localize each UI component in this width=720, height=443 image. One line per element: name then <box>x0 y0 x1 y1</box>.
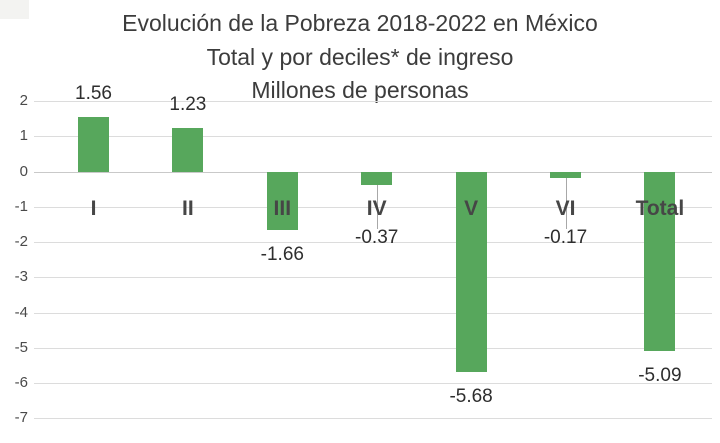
leader-line-VI <box>565 177 567 229</box>
y-tick-label--7: -7 <box>14 409 28 427</box>
chart-subtitle: Total y por deciles* de ingreso <box>206 43 514 70</box>
gridline-y--4 <box>34 312 712 314</box>
value-label-VI: -0.17 <box>543 227 588 248</box>
value-label-Total: -5.09 <box>638 365 682 387</box>
y-tick-label-0: 0 <box>19 162 28 180</box>
value-label-II: 1.23 <box>169 94 207 116</box>
chart-title: Evolución de la Pobreza 2018-2022 en Méx… <box>122 10 598 36</box>
value-label-I: 1.56 <box>75 82 112 104</box>
gridline-y--1 <box>34 206 712 208</box>
y-tick-label--1: -1 <box>14 197 28 215</box>
screenshot-corner-artifact <box>0 0 29 19</box>
y-tick-label--3: -3 <box>14 268 28 286</box>
category-label-I: I <box>90 197 97 220</box>
y-tick-label-1: 1 <box>19 127 28 145</box>
value-label-IV: -0.37 <box>355 227 399 248</box>
gridline-y--5 <box>34 347 712 349</box>
value-label-III: -1.66 <box>260 244 304 266</box>
leader-line-IV <box>376 184 378 229</box>
gridline-y--2 <box>34 242 712 244</box>
bar-II <box>172 128 204 172</box>
y-tick-label-2: 2 <box>19 92 28 110</box>
bar-IV <box>361 171 393 185</box>
category-label-V: V <box>464 197 479 220</box>
y-tick-label--5: -5 <box>14 338 28 356</box>
category-label-III: III <box>273 197 292 220</box>
bar-VI <box>550 171 581 178</box>
category-label-Total: Total <box>635 197 685 220</box>
y-tick-label--6: -6 <box>14 374 28 392</box>
value-label-V: -5.68 <box>449 385 493 407</box>
gridline-y-1 <box>34 136 712 138</box>
bar-V <box>455 171 487 372</box>
gridline-y-2 <box>34 101 712 103</box>
gridline-y--3 <box>34 277 712 279</box>
gridline-y--7 <box>34 418 712 420</box>
category-label-VI: VI <box>555 197 576 220</box>
bar-Total <box>644 171 676 351</box>
y-tick-label--2: -2 <box>14 233 28 251</box>
y-tick-label--4: -4 <box>14 303 28 321</box>
category-label-II: II <box>182 197 194 220</box>
bar-III <box>266 171 298 231</box>
gridline-y--6 <box>34 383 712 385</box>
bar-I <box>78 116 109 172</box>
category-label-IV: IV <box>366 197 387 220</box>
